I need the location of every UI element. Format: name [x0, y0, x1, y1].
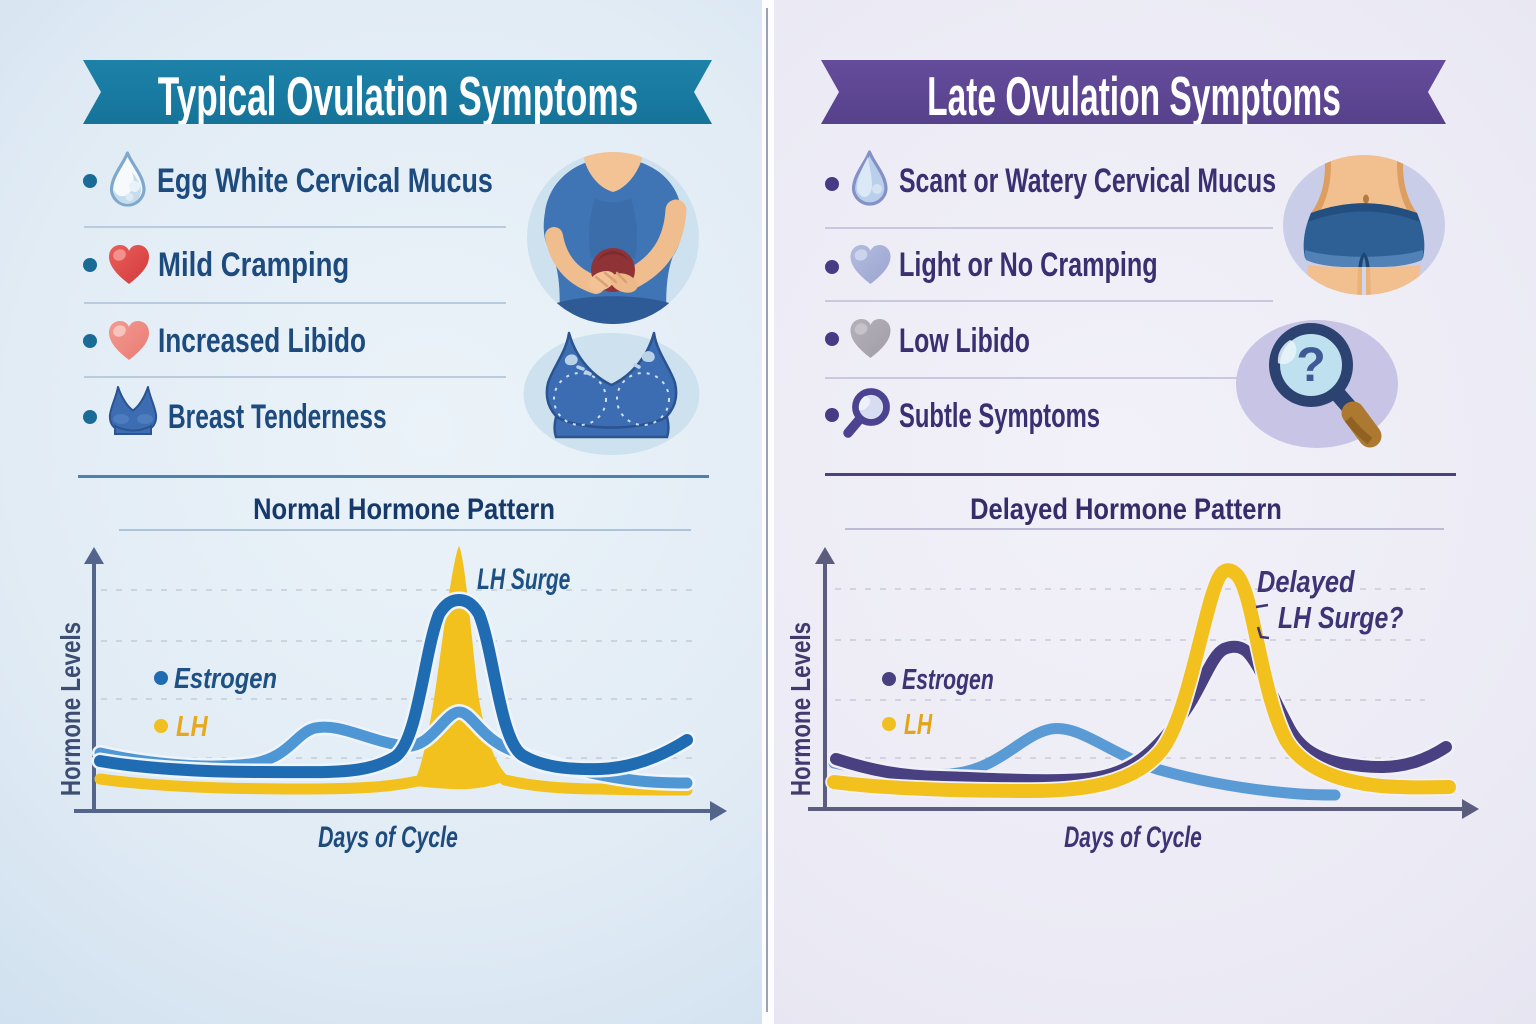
svg-text:?: ?: [1296, 339, 1325, 392]
